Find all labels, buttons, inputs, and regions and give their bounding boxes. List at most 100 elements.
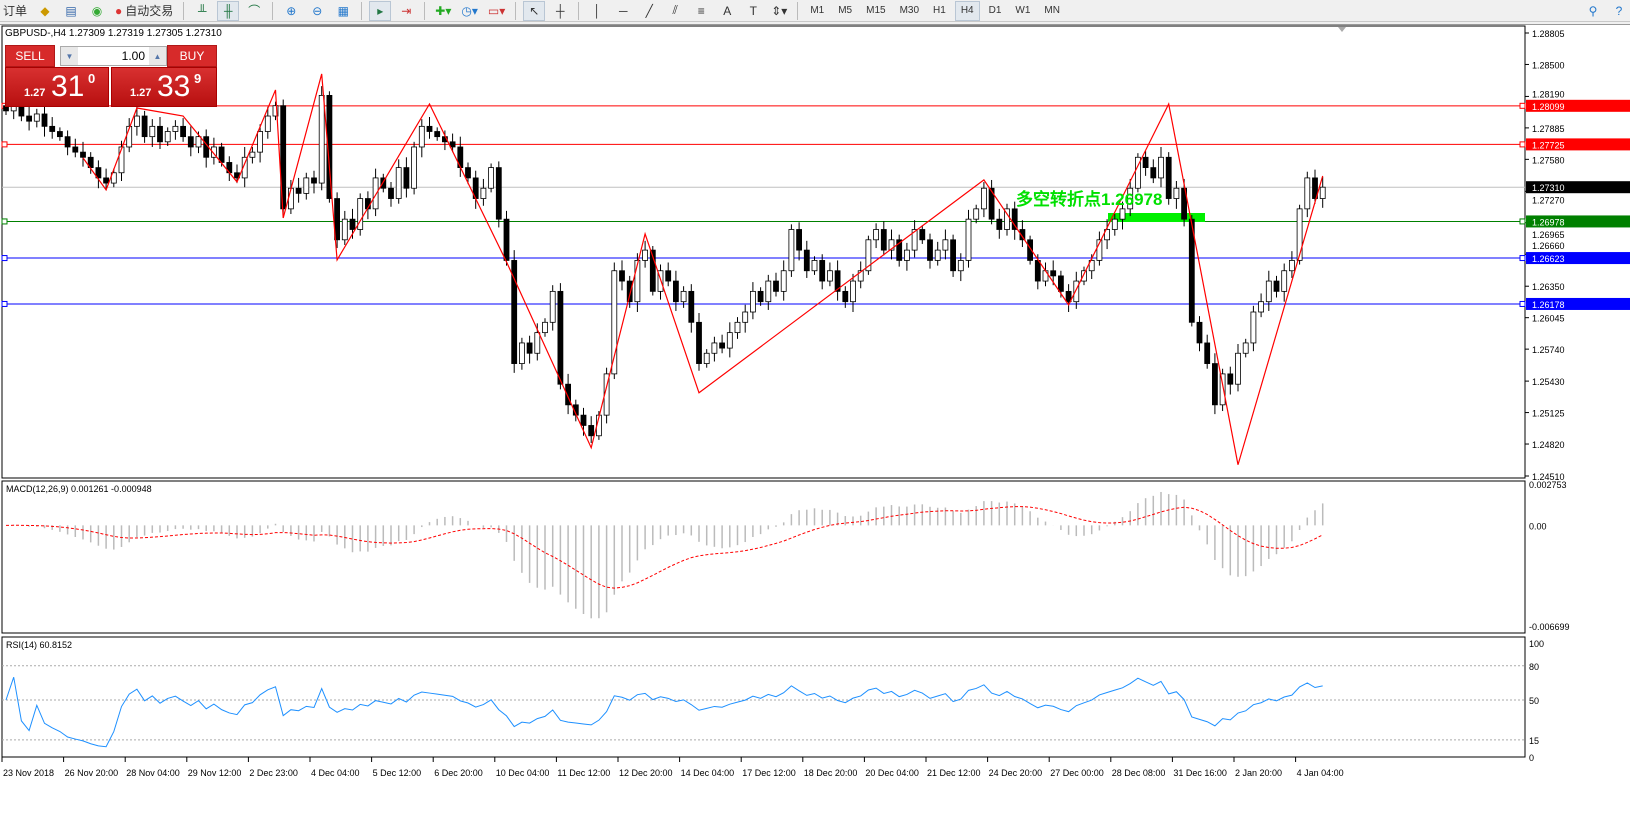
- candle-body: [680, 290, 687, 303]
- sell-button[interactable]: SELL: [5, 45, 55, 67]
- buy-price[interactable]: 1.27 33 9: [111, 67, 217, 107]
- candle-body: [1235, 352, 1241, 385]
- candle-body: [1165, 156, 1172, 199]
- timeframe-m1[interactable]: M1: [810, 5, 825, 16]
- auto-trade-button[interactable]: ● 自动交易: [112, 1, 176, 21]
- candle-body: [580, 414, 587, 426]
- candle-body: [1088, 260, 1095, 272]
- candle-body: [141, 115, 148, 138]
- chart-shift-icon[interactable]: ⇥: [401, 3, 412, 18]
- candle-body: [72, 146, 79, 153]
- search-icon[interactable]: ⚲: [1588, 3, 1598, 18]
- zoom-out-icon[interactable]: ⊖: [312, 3, 323, 18]
- line-chart-icon[interactable]: ⌒: [248, 4, 261, 18]
- price-tick-label: 1.26350: [1532, 282, 1565, 292]
- arrows-icon[interactable]: ⇕▾: [771, 3, 788, 18]
- rsi-axis-label: 50: [1529, 696, 1539, 706]
- buy-button[interactable]: BUY: [167, 45, 217, 67]
- auto-scroll-icon[interactable]: ▸: [369, 0, 392, 21]
- timeframe-w1[interactable]: W1: [1015, 5, 1031, 16]
- candle-body: [549, 290, 556, 323]
- candle-body: [1019, 229, 1026, 241]
- candle-body: [619, 270, 625, 282]
- candle-body: [1158, 156, 1164, 179]
- periods-clock-icon[interactable]: ◷▾: [461, 3, 478, 18]
- candle-body: [873, 229, 879, 241]
- indicators-icon[interactable]: ✚▾: [435, 3, 452, 18]
- candle-body: [526, 342, 533, 354]
- time-tick-label: 31 Dec 16:00: [1173, 768, 1227, 778]
- time-tick-label: 2 Dec 23:00: [249, 768, 298, 778]
- zoom-in-icon[interactable]: ⊕: [286, 3, 297, 18]
- candle-body: [1242, 342, 1249, 354]
- time-tick-label: 12 Dec 20:00: [619, 768, 673, 778]
- candle-body: [434, 131, 441, 138]
- new-order-button[interactable]: 订单: [3, 4, 28, 18]
- lot-decrease-icon[interactable]: ▼: [61, 47, 78, 65]
- candle-body: [357, 198, 364, 230]
- time-tick-label: 18 Dec 20:00: [804, 768, 858, 778]
- price-tick-label: 1.26045: [1532, 314, 1565, 324]
- candle-body: [665, 270, 672, 282]
- lot-stepper[interactable]: ▼ 1.00 ▲: [60, 46, 167, 66]
- macd-panel-frame: [1, 480, 1526, 634]
- time-tick-label: 11 Dec 12:00: [557, 768, 610, 778]
- toolbar: 订单 ◆ ▤ ◉ ● 自动交易 ╨ ╫ ⌒ ⊕ ⊖ ▦ ▸ ⇥ ✚▾ ◷▾ ▭▾ …: [0, 0, 1630, 22]
- timeframe-d1[interactable]: D1: [988, 5, 1002, 16]
- candle-body: [973, 208, 980, 220]
- candle-body: [1281, 270, 1288, 292]
- sell-price[interactable]: 1.27 31 0: [5, 67, 109, 107]
- level-handle-right: [1519, 218, 1526, 225]
- time-tick-label: 21 Dec 12:00: [927, 768, 981, 778]
- templates-icon[interactable]: ▭▾: [487, 3, 506, 18]
- lot-input[interactable]: 1.00: [121, 49, 145, 63]
- candle-body: [965, 218, 972, 261]
- candle-body: [395, 167, 402, 199]
- timeframe-mn[interactable]: MN: [1044, 5, 1060, 16]
- buy-price-prefix: 1.27: [130, 87, 152, 99]
- auto-trade-label: 自动交易: [125, 4, 174, 18]
- candle-body: [981, 187, 987, 210]
- candle-body: [1319, 186, 1326, 199]
- candle-body: [649, 249, 656, 292]
- gold-bar-icon[interactable]: ◆: [40, 3, 50, 18]
- candle-body: [1027, 239, 1033, 261]
- crosshair-icon[interactable]: ┼: [555, 3, 565, 18]
- bar-chart-icon[interactable]: ╨: [198, 3, 207, 18]
- candle-body: [249, 151, 256, 158]
- cursor-icon[interactable]: ↖: [523, 0, 546, 21]
- equidistant-channel-icon[interactable]: ⫽: [672, 3, 678, 17]
- timeframe-m5[interactable]: M5: [838, 5, 853, 16]
- candle-body: [850, 280, 856, 303]
- timeframe-m30[interactable]: M30: [899, 5, 920, 16]
- help-icon[interactable]: ?: [1615, 3, 1623, 18]
- signal-icon[interactable]: ◉: [91, 3, 103, 18]
- price-tick-label: 1.25430: [1532, 377, 1565, 387]
- chart-shift-marker: [1338, 27, 1346, 32]
- timeframe-m15[interactable]: M15: [866, 5, 886, 16]
- chart-window[interactable]: [0, 24, 1630, 814]
- timeframe-h1[interactable]: H1: [933, 5, 946, 16]
- text-label-icon[interactable]: T: [749, 3, 757, 18]
- time-tick-label: 17 Dec 12:00: [742, 768, 796, 778]
- price-tick-label: 1.25740: [1532, 345, 1565, 355]
- zigzag-line: [82, 73, 1324, 465]
- candle-body: [264, 115, 271, 132]
- vertical-line-icon[interactable]: │: [593, 3, 601, 18]
- rsi-axis-label: 0: [1529, 753, 1534, 763]
- candle-body: [911, 229, 918, 251]
- divider: [515, 1, 517, 20]
- navigator-icon[interactable]: ▤: [65, 3, 77, 18]
- timeframe-h4[interactable]: H4: [954, 0, 980, 21]
- candle-body: [149, 125, 156, 138]
- horizontal-line-icon[interactable]: ─: [618, 3, 628, 18]
- tile-windows-icon[interactable]: ▦: [337, 3, 349, 18]
- lot-increase-icon[interactable]: ▲: [149, 47, 166, 65]
- fibonacci-icon[interactable]: ≡: [697, 3, 705, 18]
- trendline-icon[interactable]: ╱: [645, 3, 653, 18]
- candle-body: [1111, 218, 1118, 230]
- text-icon[interactable]: A: [723, 3, 732, 18]
- buy-price-fraction: 9: [194, 71, 202, 86]
- candlestick-icon[interactable]: ╫: [217, 0, 240, 21]
